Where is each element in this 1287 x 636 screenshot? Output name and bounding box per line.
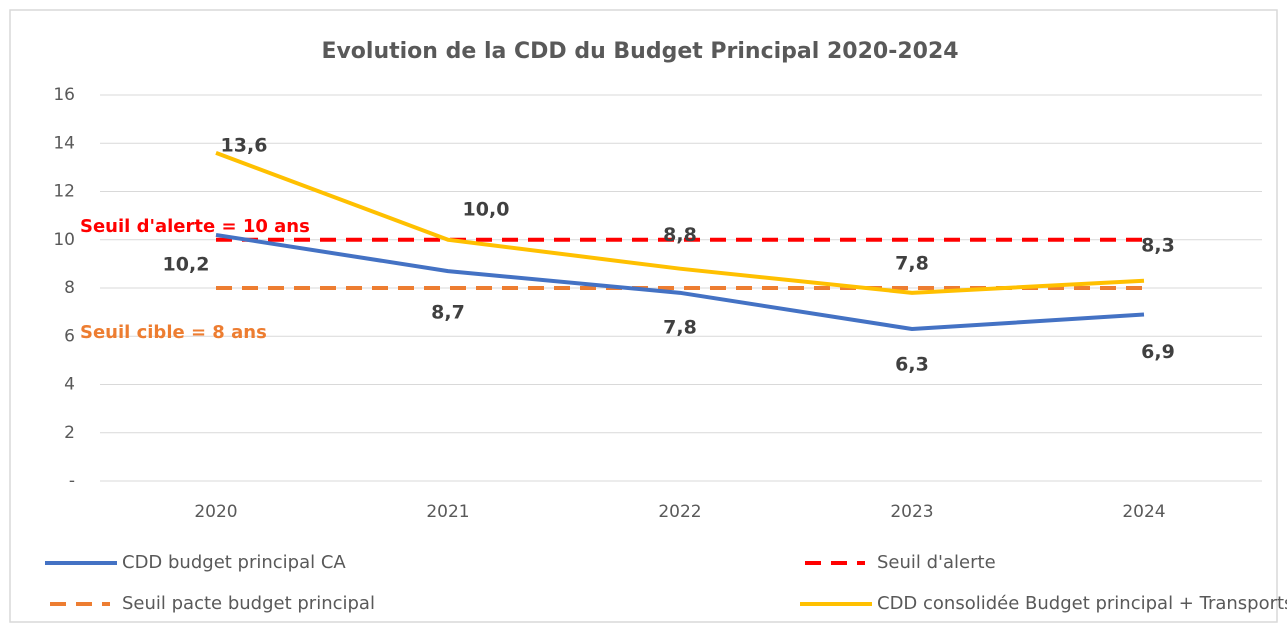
y-tick-label: 10 [53,230,75,250]
data-label: 6,3 [895,354,929,376]
legend-label: CDD consolidée Budget principal + Transp… [877,593,1287,614]
chart-border [9,9,1278,623]
data-label: 8,7 [431,302,465,324]
legend-label: Seuil d'alerte [877,552,996,573]
x-tick-label: 2024 [1122,502,1165,522]
data-label: 6,9 [1141,341,1175,363]
chart-title: Evolution de la CDD du Budget Principal … [321,39,958,64]
series-line [215,232,1145,332]
x-tick-label: 2020 [194,502,237,522]
data-label: 13,6 [221,134,268,156]
data-label: 7,8 [663,316,697,338]
data-label: 8,3 [1141,234,1175,256]
x-tick-label: 2023 [890,502,933,522]
x-tick-label: 2022 [658,502,701,522]
series-line [215,151,1145,295]
data-label: 10,0 [463,198,510,220]
y-tick-label: 2 [64,423,75,443]
y-tick-label: 14 [53,133,75,153]
legend-label: CDD budget principal CA [122,552,346,573]
x-tick-label: 2021 [426,502,469,522]
data-label: 10,2 [163,253,210,275]
data-label: 8,8 [663,224,697,246]
y-tick-label: 4 [64,375,75,395]
annotation: Seuil d'alerte = 10 ans [80,216,310,237]
y-tick-label: - [69,471,75,491]
y-tick-label: 16 [53,85,75,105]
y-tick-label: 8 [64,278,75,298]
y-tick-label: 12 [53,182,75,202]
legend-label: Seuil pacte budget principal [122,593,375,614]
annotation: Seuil cible = 8 ans [80,322,267,343]
y-tick-label: 6 [64,326,75,346]
data-label: 7,8 [895,252,929,274]
